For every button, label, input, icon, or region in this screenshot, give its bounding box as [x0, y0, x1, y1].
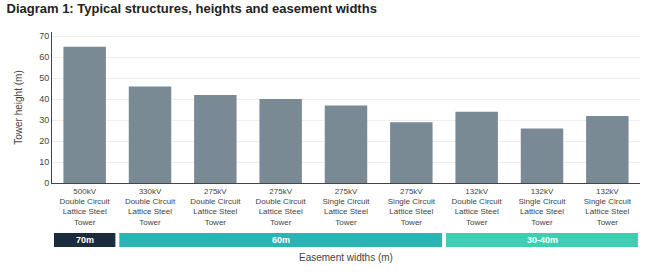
svg-text:330kVDouble CircuitLattice Ste: 330kVDouble CircuitLattice SteelTower	[125, 187, 176, 227]
svg-text:275kVSingle CircuitLattice Ste: 275kVSingle CircuitLattice SteelTower	[322, 187, 370, 227]
svg-text:70m: 70m	[76, 235, 94, 245]
svg-text:30-40m: 30-40m	[527, 235, 558, 245]
svg-text:275kVSingle CircuitLattice Ste: 275kVSingle CircuitLattice SteelTower	[388, 187, 436, 227]
svg-text:60: 60	[39, 52, 49, 62]
svg-text:Tower height (m): Tower height (m)	[13, 70, 24, 144]
svg-text:30: 30	[39, 115, 49, 125]
svg-text:Easement widths (m): Easement widths (m)	[299, 252, 393, 263]
svg-text:132kVSingle CircuitLattice Ste: 132kVSingle CircuitLattice SteelTower	[584, 187, 632, 227]
svg-text:20: 20	[39, 136, 49, 146]
svg-text:275kVDouble CircuitLattice Ste: 275kVDouble CircuitLattice SteelTower	[190, 187, 241, 227]
svg-text:Diagram 1: Typical structures,: Diagram 1: Typical structures, heights a…	[7, 1, 377, 16]
svg-text:50: 50	[39, 73, 49, 83]
svg-text:10: 10	[39, 157, 49, 167]
svg-text:40: 40	[39, 94, 49, 104]
svg-text:0: 0	[44, 178, 49, 188]
svg-text:132kVSingle CircuitLattice Ste: 132kVSingle CircuitLattice SteelTower	[518, 187, 566, 227]
svg-text:132kVDouble CircuitLattice Ste: 132kVDouble CircuitLattice SteelTower	[452, 187, 503, 227]
svg-text:70: 70	[39, 31, 49, 41]
svg-text:60m: 60m	[272, 235, 290, 245]
svg-text:275kVDouble CircuitLattice Ste: 275kVDouble CircuitLattice SteelTower	[256, 187, 307, 227]
svg-text:500kVDouble CircuitLattice Ste: 500kVDouble CircuitLattice SteelTower	[60, 187, 111, 227]
